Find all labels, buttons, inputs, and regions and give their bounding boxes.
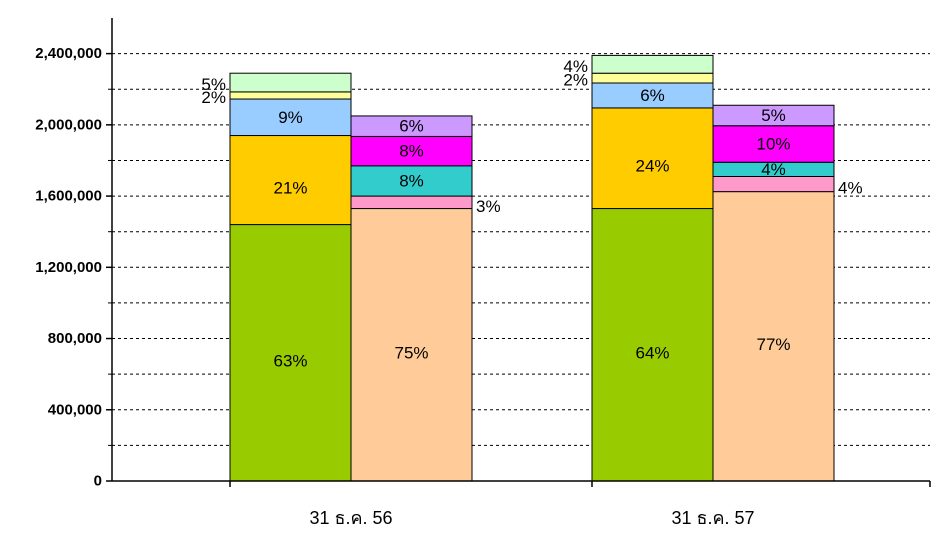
- bar-segment: [591, 72, 714, 84]
- bar-segment: [350, 165, 473, 197]
- bar-segment: [712, 191, 835, 482]
- segment-label: 3%: [476, 197, 501, 216]
- bar-segment: [350, 208, 473, 482]
- segment-label: 9%: [278, 108, 303, 127]
- segment-label: 5%: [761, 106, 786, 125]
- segment-label: 8%: [399, 142, 424, 161]
- segment-label: 2%: [563, 71, 588, 90]
- y-tick-label: 800,000: [48, 330, 102, 347]
- bar-segment: [350, 195, 473, 210]
- grid-layer: [112, 53, 930, 446]
- bar-segment: [229, 91, 352, 100]
- bar-segment: [229, 72, 352, 93]
- segment-label: 4%: [761, 160, 786, 179]
- segment-label: 63%: [273, 351, 307, 370]
- bar-segment: [591, 107, 714, 210]
- segment-label: 77%: [756, 335, 790, 354]
- segment-label: 2%: [201, 88, 226, 107]
- segment-label: 10%: [756, 134, 790, 153]
- segment-label: 6%: [399, 117, 424, 136]
- y-tick-label: 0: [94, 473, 102, 490]
- bar-segment: [350, 115, 473, 137]
- y-tick-label: 400,000: [48, 401, 102, 418]
- y-tick-label: 2,000,000: [35, 116, 102, 133]
- bar-segment: [591, 54, 714, 74]
- bar-segment: [591, 82, 714, 109]
- bar-segment: [712, 104, 835, 127]
- segment-label: 21%: [273, 179, 307, 198]
- y-tick-label: 1,600,000: [35, 188, 102, 205]
- bar-segment: [591, 208, 714, 482]
- segment-label: 4%: [563, 57, 588, 76]
- y-tick-label: 2,400,000: [35, 45, 102, 62]
- segment-label: 64%: [635, 343, 669, 362]
- x-category-label: 31 ธ.ค. 56: [309, 508, 392, 528]
- bar-segment: [350, 135, 473, 167]
- segment-label: 4%: [838, 179, 863, 198]
- labels-layer: 63%21%9%2%5%75%3%8%8%6%64%24%6%2%4%77%4%…: [201, 57, 862, 370]
- segment-label: 6%: [640, 86, 665, 105]
- x-category-label: 31 ธ.ค. 57: [671, 508, 754, 528]
- bars-layer: [229, 54, 835, 482]
- segment-label: 5%: [201, 75, 226, 94]
- y-tick-label: 1,200,000: [35, 259, 102, 276]
- segment-label: 8%: [399, 171, 424, 190]
- axis-layer: 0 400,000 800,000 1,200,000 1,600,000 2,000,0…: [35, 18, 931, 528]
- bar-segment: [229, 224, 352, 482]
- segment-label: 24%: [635, 157, 669, 176]
- segment-label: 75%: [394, 343, 428, 362]
- bar-segment: [229, 135, 352, 226]
